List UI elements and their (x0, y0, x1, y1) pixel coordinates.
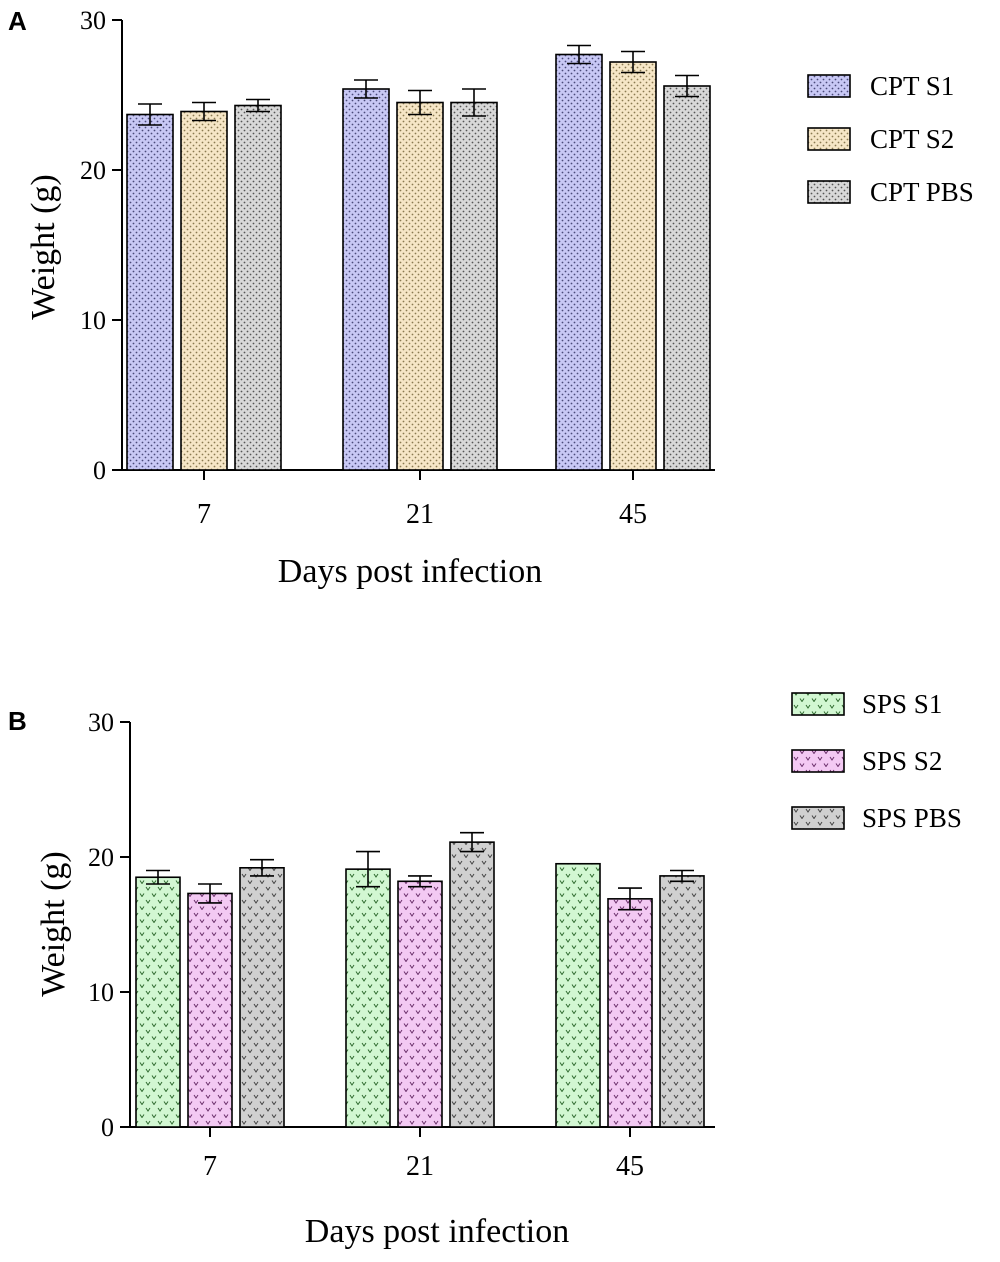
panel-a-x-axis-title: Days post infection (278, 553, 542, 590)
panel-b-plot-area: 0 10 20 30 7 21 45 SPS S1 SPS S2 SPS PBS (88, 689, 962, 1182)
bar-sps-pbs-day-45 (659, 875, 705, 1128)
legend-label: SPS PBS (862, 803, 962, 833)
bar-cpt-s2-day-45 (609, 61, 657, 471)
legend-label: SPS S2 (862, 746, 942, 776)
bar-sps-s2-day-21 (397, 880, 443, 1128)
bar-sps-pbs-day-21 (449, 841, 495, 1128)
legend-swatch (807, 74, 851, 98)
bar-sps-s1-day-21 (345, 868, 391, 1128)
x-tick-label: 7 (197, 499, 211, 530)
y-tick-label: 20 (80, 156, 106, 185)
bar-sps-s1-day-45 (555, 862, 601, 1128)
bar-sps-s2-day-7 (187, 892, 233, 1128)
panel-a-y-axis-title: Weight (g) (25, 174, 62, 320)
panel-b-y-axis-title: Weight (g) (35, 851, 72, 997)
legend-swatch (791, 806, 845, 830)
legend-label: SPS S1 (862, 689, 942, 719)
legend-label: CPT S1 (870, 71, 954, 101)
x-tick-label: 45 (619, 499, 647, 530)
legend-swatch (791, 749, 845, 773)
bar-sps-s2-day-45 (607, 898, 653, 1128)
y-tick-label: 30 (88, 708, 114, 737)
bar-sps-s1-day-7 (135, 876, 181, 1128)
panel-a: A Weight (g) Days post infection 0 10 20 30… (8, 6, 974, 590)
bar-cpt-s2-day-21 (396, 101, 444, 471)
bar-cpt-s1-day-21 (342, 88, 390, 471)
panel-b: B Weight (g) Days post infection 0 10 20 30… (8, 689, 962, 1250)
x-tick-label: 45 (616, 1151, 644, 1182)
panel-a-letter: A (8, 6, 27, 36)
y-tick-label: 0 (101, 1113, 114, 1142)
panel-b-x-axis-title: Days post infection (305, 1213, 569, 1250)
legend-swatch (807, 180, 851, 204)
y-tick-label: 20 (88, 843, 114, 872)
bar-cpt-s2-day-7 (180, 110, 228, 471)
y-tick-label: 10 (80, 306, 106, 335)
x-tick-label: 21 (406, 1151, 434, 1182)
bar-cpt-pbs-day-7 (234, 104, 282, 471)
x-tick-label: 7 (203, 1151, 217, 1182)
legend-swatch (791, 692, 845, 716)
legend-swatch (807, 127, 851, 151)
bar-cpt-s1-day-45 (555, 53, 603, 471)
y-tick-label: 30 (80, 6, 106, 35)
panel-a-plot-area: 0 10 20 30 7 21 45 CPT S1 CPT S2 CPT PBS (80, 6, 974, 530)
x-tick-label: 21 (406, 499, 434, 530)
bar-cpt-pbs-day-21 (450, 101, 498, 471)
bar-sps-pbs-day-7 (239, 866, 285, 1128)
legend-label: CPT PBS (870, 177, 974, 207)
y-tick-label: 10 (88, 978, 114, 1007)
bar-cpt-pbs-day-45 (663, 85, 711, 471)
bar-cpt-s1-day-7 (126, 113, 174, 471)
legend-label: CPT S2 (870, 124, 954, 154)
panel-b-letter: B (8, 706, 27, 736)
y-tick-label: 0 (93, 456, 106, 485)
